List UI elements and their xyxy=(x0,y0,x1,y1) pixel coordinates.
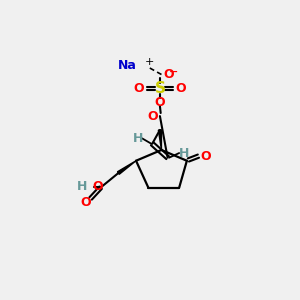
Text: O: O xyxy=(92,180,103,194)
Polygon shape xyxy=(118,161,136,174)
Text: O: O xyxy=(80,196,91,209)
Text: O: O xyxy=(148,110,158,123)
Text: H: H xyxy=(178,146,189,160)
Text: O: O xyxy=(201,150,212,163)
Text: O: O xyxy=(154,96,165,109)
Polygon shape xyxy=(158,130,161,150)
Text: +: + xyxy=(145,57,154,67)
Text: H: H xyxy=(76,180,87,194)
Text: O: O xyxy=(163,68,174,81)
Text: Na: Na xyxy=(118,59,137,72)
Text: O: O xyxy=(176,82,186,95)
Text: S: S xyxy=(154,81,165,96)
Text: H: H xyxy=(132,132,143,145)
Text: O: O xyxy=(134,82,144,95)
Text: −: − xyxy=(169,67,178,77)
